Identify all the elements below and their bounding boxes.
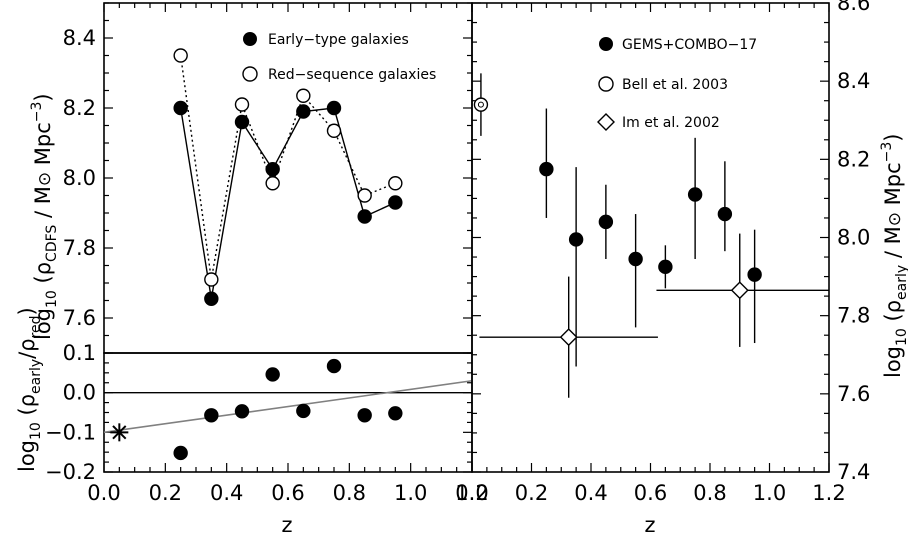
point-red-sequence [234,97,250,112]
point-red-sequence [265,176,280,191]
legend-label-gems: GEMS+COMBO−17 [622,37,757,53]
point-red-sequence [388,176,403,191]
y-tick-label-top-left: 7.6 [63,306,96,330]
x-tick-label-bottom-left: 1.2 [455,481,488,505]
x-tick-label-right: 0.4 [574,481,607,505]
trend-line [103,379,473,434]
point-bell-2003-inner [477,101,484,108]
x-tick-label-bottom-left: 0.4 [210,481,243,505]
point-ratio [265,367,280,382]
y-tick-label-right: 8.6 [837,0,870,15]
legend-label-red: Red−sequence galaxies [268,67,436,83]
asterisk-marker [110,423,129,442]
point-early-type [326,100,342,116]
plot-frame-right [471,2,830,473]
point-ratio [234,404,250,419]
x-tick-label-bottom-left: 0.8 [333,481,366,505]
point-gems-combo17 [717,206,733,222]
y-axis-label-bottom-left: log10 (ρearly/ρred) [15,307,44,472]
y-tick-label-right: 7.4 [837,460,870,484]
point-early-type [357,209,372,224]
point-gems-combo17 [598,214,614,230]
point-gems-combo17 [539,161,554,177]
point-red-sequence [296,88,311,103]
point-gems-combo17 [658,259,673,275]
point-im-2002 [730,281,749,300]
legend-marker-early [243,32,257,46]
point-ratio [173,445,188,461]
legend-label-bell: Bell et al. 2003 [622,77,728,93]
x-tick-label-right: 0.2 [515,481,548,505]
x-tick-label-bottom-left: 0.2 [149,481,182,505]
point-gems-combo17 [568,232,584,247]
y-tick-label-top-left: 8.0 [63,166,96,190]
x-axis-label-right: z [644,513,655,537]
x-tick-label-right: 0.8 [693,481,726,505]
point-gems-combo17 [747,267,762,282]
x-tick-label-right: 1.0 [753,481,786,505]
asterisk-stroke [112,425,127,440]
y-tick-label-bottom-left: 0.0 [63,381,96,405]
legend-marker-gems [599,37,613,51]
y-tick-label-top-left: 8.2 [63,96,96,120]
point-ratio [204,408,219,423]
legend-label-early: Early−type galaxies [268,32,409,48]
y-tick-label-bottom-left: −0.1 [45,420,96,444]
plot-frame-top-left [103,2,473,354]
point-early-type [265,162,280,177]
x-tick-label-right: 1.2 [812,481,845,505]
x-tick-label-bottom-left: 0.6 [271,481,304,505]
panel-top-left: 7.6 7.8 8.0 8.2 8.4 Early−type galaxies Red−… [29,2,473,354]
series-line-red-sequence [179,55,396,280]
point-red-sequence [357,188,372,203]
point-gems-combo17 [628,251,643,267]
point-gems-combo17 [687,187,703,202]
legend-right: GEMS+COMBO−17 Bell et al. 2003 Im et al.… [597,37,757,131]
y-tick-label-bottom-left: −0.2 [45,460,96,484]
point-early-type [296,104,311,119]
point-red-sequence [326,123,342,138]
y-tick-label-top-left: 8.4 [63,26,96,50]
y-tick-label-right: 7.8 [837,304,870,328]
point-red-sequence [173,48,188,63]
legend-marker-bell [598,76,614,92]
y-tick-label-right: 7.6 [837,382,870,406]
point-red-sequence [204,272,219,287]
x-axis-label-left: z [281,513,292,537]
point-ratio [296,403,311,419]
x-tick-label-right: 0.6 [634,481,667,505]
point-ratio [388,406,403,421]
y-tick-label-top-left: 7.8 [63,236,96,260]
y-tick-label-right: 8.0 [837,226,870,250]
legend-label-im: Im et al. 2002 [622,115,720,131]
x-tick-label-bottom-left: 1.0 [394,481,427,505]
panel-right: 7.4 7.6 7.8 8.0 8.2 8.4 8.6 0.0 0.2 0.4 0.6 0.8 1.0 1… [455,0,908,537]
point-early-type [234,114,250,130]
legend-top-left: Early−type galaxies Red−sequence galaxie… [242,32,436,83]
point-early-type [173,100,188,116]
legend-marker-im [597,113,615,131]
legend-marker-red [242,66,258,82]
x-tick-label-bottom-left: 0.0 [87,481,120,505]
point-ratio [357,408,372,423]
y-tick-label-bottom-left: 0.1 [63,341,96,365]
point-early-type [388,195,403,210]
y-axis-label-top-left: log10 (ρCDFS / M⊙ Mpc−3) [29,93,60,340]
y-tick-label-right: 8.2 [837,147,870,171]
plot-frame-bottom-left [103,352,473,473]
point-early-type [204,291,219,306]
point-bell-2003 [473,97,489,112]
y-axis-label-right: log10 (ρearly / M⊙ Mpc−3) [879,134,908,378]
point-ratio [326,358,342,374]
y-tick-label-right: 8.4 [837,69,870,93]
x-tick-label-right: 0.0 [455,481,488,505]
point-im-2002 [559,328,578,347]
panel-bottom-left: −0.2 −0.1 0.0 0.1 0.0 0.2 0.4 0.6 0.8 1.0 1.2 z lo… [15,307,489,537]
